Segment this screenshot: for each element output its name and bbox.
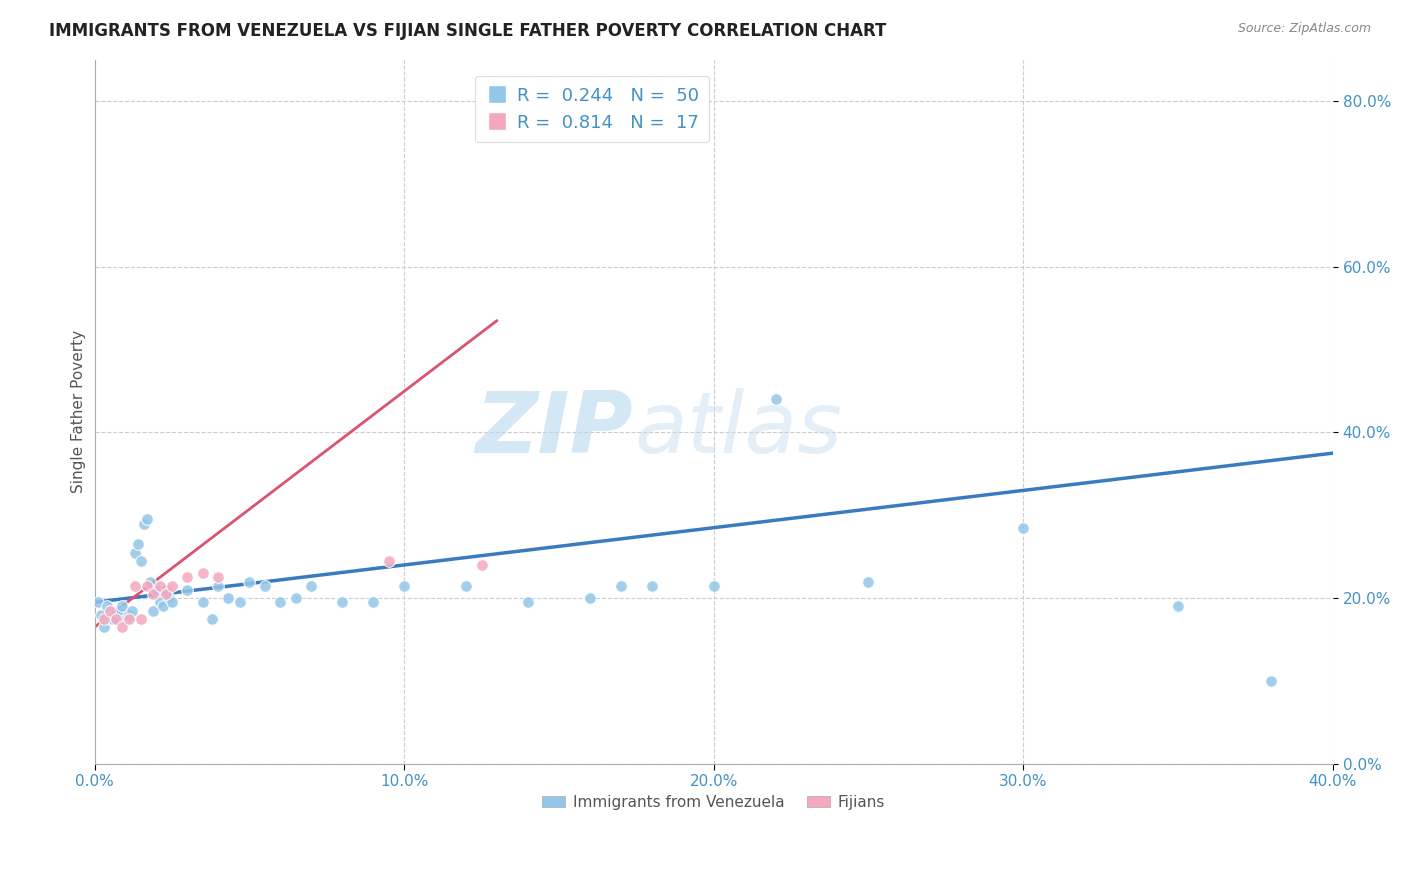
Point [96, 599, 118, 614]
Point [121, 603, 143, 617]
Point [152, 599, 174, 614]
Point [269, 595, 291, 609]
Text: IMMIGRANTS FROM VENEZUELA VS FIJIAN SINGLE FATHER POVERTY CORRELATION CHART: IMMIGRANTS FROM VENEZUELA VS FIJIAN SING… [49, 22, 887, 40]
Point [114, 612, 136, 626]
Point [93, 620, 115, 634]
Point [136, 579, 159, 593]
Point [229, 595, 252, 609]
Point [1167, 599, 1189, 614]
Text: ZIP: ZIP [475, 388, 633, 471]
Point [157, 591, 180, 606]
Point [217, 591, 239, 606]
Point [148, 595, 170, 609]
Point [703, 579, 725, 593]
Point [124, 545, 146, 559]
Point [132, 516, 155, 531]
Point [129, 554, 152, 568]
Point [98, 612, 121, 626]
Point [641, 579, 664, 593]
Point [207, 570, 229, 584]
Point [377, 554, 399, 568]
Point [136, 512, 159, 526]
Point [142, 603, 165, 617]
Text: Source: ZipAtlas.com: Source: ZipAtlas.com [1237, 22, 1371, 36]
Point [160, 595, 183, 609]
Point [191, 566, 214, 581]
Point [610, 579, 633, 593]
Point [176, 582, 198, 597]
Point [127, 537, 149, 551]
Point [155, 587, 177, 601]
Point [86, 595, 108, 609]
Y-axis label: Single Father Poverty: Single Father Poverty [72, 330, 86, 493]
Point [145, 582, 167, 597]
Point [90, 607, 112, 622]
Point [284, 591, 307, 606]
Point [299, 579, 322, 593]
Point [160, 579, 183, 593]
Point [155, 582, 177, 597]
Point [98, 603, 121, 617]
Legend: Immigrants from Venezuela, Fijians: Immigrants from Venezuela, Fijians [536, 789, 891, 816]
Point [142, 587, 165, 601]
Point [470, 558, 492, 572]
Point [207, 579, 229, 593]
Point [765, 392, 787, 407]
Point [148, 579, 170, 593]
Point [111, 599, 134, 614]
Point [176, 570, 198, 584]
Text: atlas: atlas [634, 388, 842, 471]
Point [1012, 521, 1035, 535]
Point [105, 603, 128, 617]
Point [238, 574, 260, 589]
Point [117, 607, 139, 622]
Point [361, 595, 384, 609]
Point [124, 579, 146, 593]
Point [516, 595, 538, 609]
Point [330, 595, 353, 609]
Point [101, 612, 124, 626]
Point [129, 612, 152, 626]
Point [1260, 673, 1282, 688]
Point [191, 595, 214, 609]
Point [858, 574, 880, 589]
Point [454, 579, 477, 593]
Point [139, 574, 162, 589]
Point [253, 579, 276, 593]
Point [108, 603, 131, 617]
Point [201, 612, 224, 626]
Point [117, 612, 139, 626]
Point [93, 612, 115, 626]
Point [392, 579, 415, 593]
Point [105, 612, 128, 626]
Point [111, 620, 134, 634]
Point [579, 591, 602, 606]
